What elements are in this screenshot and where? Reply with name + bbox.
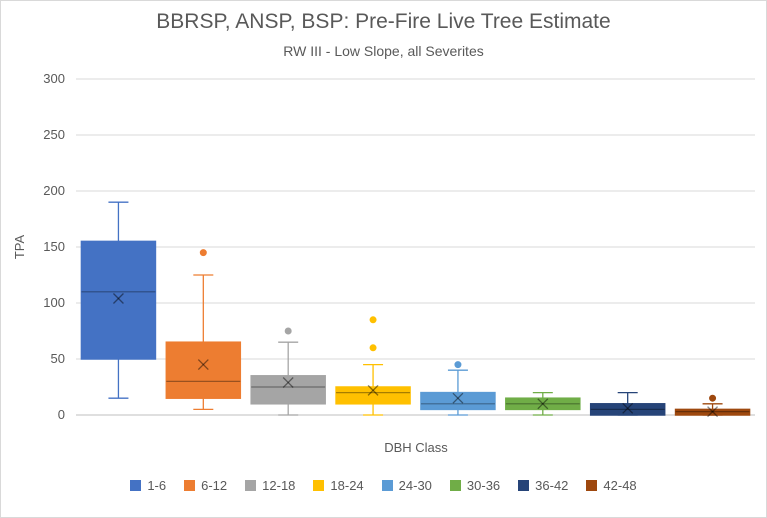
outlier-point [454,361,462,369]
mean-marker [282,377,294,388]
outlier-point [709,394,717,402]
box-24-30 [420,361,496,416]
legend-label: 12-18 [262,478,296,493]
mean-marker [707,406,719,418]
box-iqr [80,240,157,360]
legend-item-30-36: 30-36 [449,478,501,493]
legend-item-42-48: 42-48 [586,478,637,493]
box-iqr [589,403,666,416]
box-36-42 [589,391,666,416]
legend-swatch [449,480,461,491]
chart-subtitle: RW III - Low Slope, all Severites [283,43,484,59]
legend-swatch [518,480,530,491]
mean-marker [537,398,549,410]
outlier-point [369,344,377,352]
mean-marker [707,406,719,418]
legend-swatch [313,480,325,491]
outlier-point [284,327,292,335]
mean-marker [367,384,379,396]
legend: 1-6 6-12 12-18 18-24 24-30 30-36 36-42 42-48 [0,478,767,493]
mean-marker [112,293,124,304]
outlier-point [199,249,207,257]
mean-marker [622,402,634,414]
legend-item-6-12: 6-12 [184,478,227,493]
legend-item-12-18: 12-18 [245,478,295,493]
mean-marker [622,402,634,414]
box-1-6 [80,201,157,399]
box-iqr [165,341,242,399]
mean-marker [197,359,209,371]
legend-item-36-42: 36-42 [518,478,568,493]
box-6-12 [165,249,242,411]
y-tick-label: 50 [51,351,65,366]
mean-marker [537,398,549,410]
legend-swatch [184,480,196,491]
y-tick-label: 300 [43,71,65,86]
y-axis-title: TPA [12,235,27,260]
y-tick-label: 200 [43,183,65,198]
legend-label: 24-30 [398,478,432,493]
y-tick-label: 100 [43,295,65,310]
legend-swatch [130,480,142,491]
legend-swatch [381,480,393,491]
legend-label: 42-48 [603,478,637,493]
legend-swatch [586,480,598,491]
legend-item-1-6: 1-6 [130,478,166,493]
box-18-24 [335,316,411,416]
y-tick-label: 150 [43,239,65,254]
mean-marker [452,392,464,404]
mean-marker [282,377,294,388]
box-iqr [250,375,326,405]
y-tick-label: 250 [43,127,65,142]
mean-marker [367,384,379,396]
box-30-36 [505,391,581,416]
x-axis-title: DBH Class [384,440,448,455]
legend-item-24-30: 24-30 [381,478,432,493]
legend-label: 36-42 [535,478,569,493]
box-iqr [420,391,496,411]
legend-label: 6-12 [201,478,228,493]
box-iqr [335,386,411,405]
chart-title: BBRSP, ANSP, BSP: Pre-Fire Live Tree Est… [156,10,611,33]
outlier-point [369,316,377,324]
mean-marker [452,392,464,404]
legend-label: 30-36 [466,478,501,493]
box-12-18 [250,327,326,416]
mean-marker [197,359,209,371]
box-42-48 [674,394,751,418]
legend-swatch [245,480,257,491]
legend-item-18-24: 18-24 [313,478,364,493]
legend-label: 1-6 [147,478,167,493]
y-tick-label: 0 [58,407,65,422]
mean-marker [112,293,124,304]
box-iqr [505,397,581,411]
legend-label: 18-24 [330,478,364,493]
box-iqr [674,408,751,416]
